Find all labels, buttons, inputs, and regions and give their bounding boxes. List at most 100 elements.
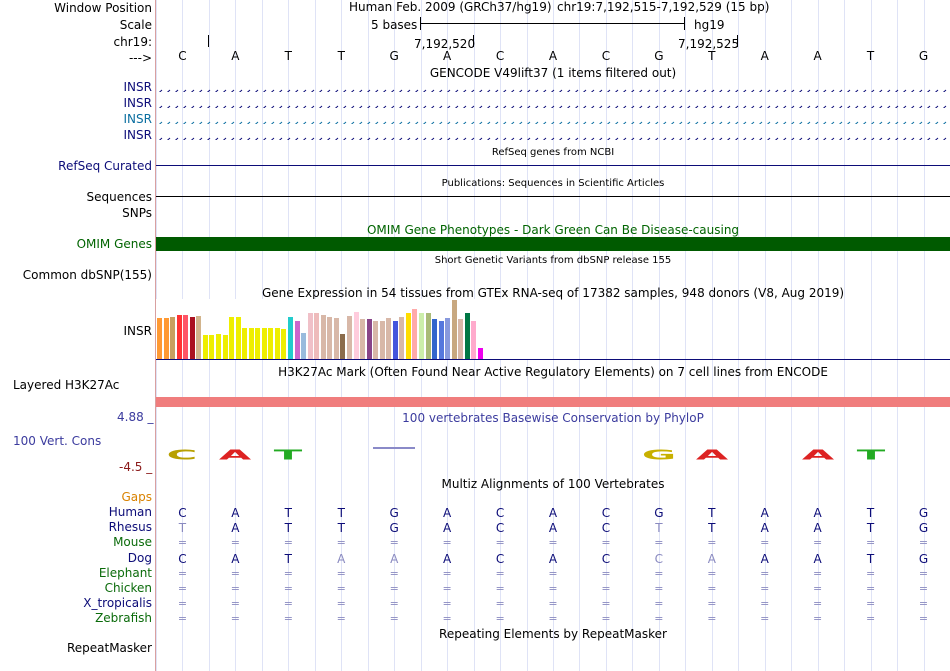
gtex-tissue-bar[interactable] bbox=[425, 313, 431, 359]
gencode-transcript-label[interactable]: INSR bbox=[123, 128, 152, 142]
gtex-tissue-bar[interactable] bbox=[268, 328, 274, 359]
alignment-base: = bbox=[707, 597, 717, 611]
gtex-tissue-bar[interactable] bbox=[346, 316, 352, 359]
gtex-tissue-bar[interactable] bbox=[451, 300, 457, 359]
gencode-transcript-label[interactable]: INSR bbox=[123, 112, 152, 126]
gtex-tissue-bar[interactable] bbox=[294, 321, 300, 359]
alignment-base: C bbox=[178, 506, 187, 520]
gtex-tissue-bar[interactable] bbox=[229, 317, 235, 359]
gtex-tissue-bar[interactable] bbox=[215, 334, 221, 359]
gtex-tissue-bar[interactable] bbox=[412, 309, 418, 359]
gtex-tissue-bar[interactable] bbox=[379, 321, 385, 359]
gtex-track-label[interactable]: INSR bbox=[123, 324, 152, 338]
gtex-tissue-bar[interactable] bbox=[176, 315, 182, 359]
gtex-tissue-bar[interactable] bbox=[189, 317, 195, 359]
gtex-tissue-bar[interactable] bbox=[340, 334, 346, 359]
alignment-base: A bbox=[760, 506, 769, 520]
gencode-transcript-intron[interactable] bbox=[156, 83, 950, 92]
gtex-tissue-bar[interactable] bbox=[373, 321, 379, 359]
gtex-tissue-bar[interactable] bbox=[163, 318, 169, 359]
sequence-base: T bbox=[708, 49, 716, 63]
gtex-tissue-bar[interactable] bbox=[399, 317, 405, 359]
gtex-tissue-bar[interactable] bbox=[333, 318, 339, 359]
snps-group-label[interactable]: SNPs bbox=[122, 206, 152, 220]
alignment-base: T bbox=[866, 521, 875, 536]
publications-track-line[interactable] bbox=[156, 196, 950, 197]
alignment-base: = bbox=[336, 536, 346, 550]
refseq-track-line[interactable] bbox=[156, 165, 950, 166]
gaps-label[interactable]: Gaps bbox=[121, 490, 152, 504]
alignment-base: T bbox=[337, 506, 345, 520]
gtex-tissue-bar[interactable] bbox=[445, 318, 451, 359]
phylop-base-logo: A bbox=[219, 448, 252, 464]
gtex-tissue-bar[interactable] bbox=[301, 333, 307, 359]
alignment-base: = bbox=[813, 612, 823, 626]
label-separator bbox=[155, 0, 156, 671]
gtex-tissue-bar[interactable] bbox=[438, 321, 444, 359]
gtex-tissue-bar[interactable] bbox=[307, 313, 313, 359]
gencode-transcript-label[interactable]: INSR bbox=[123, 80, 152, 94]
species-label[interactable]: Zebrafish bbox=[95, 611, 152, 626]
dbsnp-track-label[interactable]: Common dbSNP(155) bbox=[22, 268, 152, 282]
gtex-tissue-bar[interactable] bbox=[261, 328, 267, 359]
gencode-track-title: GENCODE V49lift37 (1 items filtered out) bbox=[429, 66, 677, 80]
gtex-tissue-bar[interactable] bbox=[255, 328, 261, 359]
gtex-tissue-bar[interactable] bbox=[458, 319, 464, 359]
repeatmasker-track-label[interactable]: RepeatMasker bbox=[66, 641, 152, 655]
gtex-tissue-bar[interactable] bbox=[242, 328, 248, 359]
gtex-tissue-bar[interactable] bbox=[209, 335, 215, 359]
alignment-base: G bbox=[389, 521, 399, 536]
alignment-base: = bbox=[283, 536, 293, 550]
gtex-tissue-bar[interactable] bbox=[327, 317, 333, 359]
species-label[interactable]: X_tropicalis bbox=[83, 596, 152, 611]
gtex-tissue-bar[interactable] bbox=[366, 319, 372, 359]
gtex-tissue-bar[interactable] bbox=[235, 317, 241, 359]
gencode-transcript-intron[interactable] bbox=[156, 115, 950, 124]
gtex-tissue-bar[interactable] bbox=[464, 313, 470, 359]
species-label[interactable]: Elephant bbox=[98, 565, 152, 580]
gtex-tissue-bar[interactable] bbox=[477, 348, 483, 359]
gtex-tissue-bar[interactable] bbox=[281, 329, 287, 359]
refseq-track-label[interactable]: RefSeq Curated bbox=[58, 159, 152, 173]
gencode-transcript-intron[interactable] bbox=[156, 99, 950, 108]
alignment-base: = bbox=[336, 612, 346, 626]
gtex-tissue-bar[interactable] bbox=[353, 312, 359, 359]
sequence-base: A bbox=[760, 49, 769, 63]
phylop-track-label[interactable]: 100 Vert. Cons bbox=[13, 434, 102, 448]
gtex-tissue-bar[interactable] bbox=[386, 318, 392, 359]
species-label[interactable]: Human bbox=[108, 505, 152, 519]
alignment-base: T bbox=[284, 506, 292, 520]
gtex-tissue-bar[interactable] bbox=[288, 317, 293, 359]
gtex-tissue-bar[interactable] bbox=[157, 318, 162, 359]
gtex-tissue-bar[interactable] bbox=[314, 313, 320, 359]
gtex-tissue-bar[interactable] bbox=[419, 313, 424, 359]
h3k27ac-track-label[interactable]: Layered H3K27Ac bbox=[13, 378, 120, 392]
gtex-tissue-bar[interactable] bbox=[222, 335, 228, 359]
species-label[interactable]: Mouse bbox=[113, 535, 152, 550]
gtex-tissue-bar[interactable] bbox=[274, 328, 280, 359]
h3k27ac-signal[interactable] bbox=[156, 397, 950, 407]
gtex-tissue-bar[interactable] bbox=[405, 313, 411, 359]
gtex-tissue-bar[interactable] bbox=[432, 319, 438, 359]
gtex-tissue-bar[interactable] bbox=[170, 317, 176, 359]
omim-track-label[interactable]: OMIM Genes bbox=[76, 237, 152, 251]
species-label[interactable]: Chicken bbox=[104, 581, 152, 595]
gtex-tissue-bar[interactable] bbox=[196, 316, 202, 359]
gtex-tissue-bar[interactable] bbox=[392, 321, 398, 359]
species-label[interactable]: Dog bbox=[127, 550, 152, 565]
gtex-tissue-bar[interactable] bbox=[360, 319, 366, 359]
gtex-tissue-bar[interactable] bbox=[320, 315, 326, 359]
gtex-tissue-bar[interactable] bbox=[183, 315, 189, 359]
omim-gene-bar[interactable] bbox=[156, 237, 950, 251]
gencode-transcript-label[interactable]: INSR bbox=[123, 96, 152, 110]
gtex-tissue-bar[interactable] bbox=[248, 328, 254, 359]
alignment-base: = bbox=[548, 597, 558, 611]
sequences-track-label[interactable]: Sequences bbox=[86, 190, 152, 204]
gtex-chart[interactable] bbox=[156, 299, 536, 359]
gencode-transcript-intron[interactable] bbox=[156, 131, 950, 140]
species-label[interactable]: Rhesus bbox=[108, 520, 152, 535]
gtex-tissue-bar[interactable] bbox=[202, 335, 208, 359]
gtex-tissue-bar[interactable] bbox=[471, 321, 477, 359]
alignment-base: = bbox=[177, 582, 188, 595]
